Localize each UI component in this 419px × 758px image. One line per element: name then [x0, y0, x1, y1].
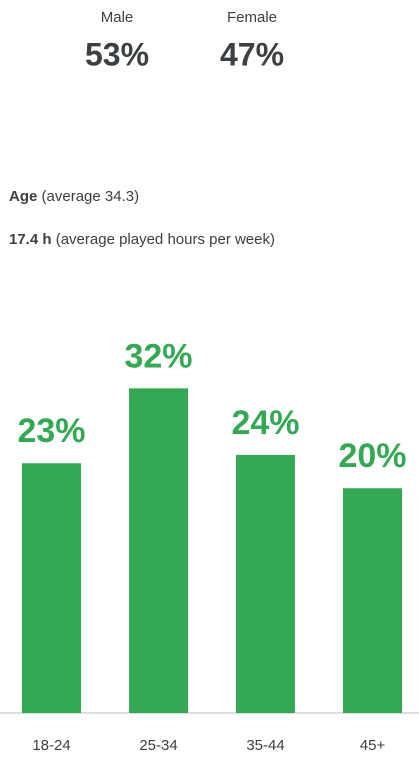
- bar: [343, 488, 402, 713]
- hours-detail: (average played hours per week): [56, 231, 275, 248]
- gender-share: 47%: [220, 36, 284, 72]
- x-tick-label: 18-24: [32, 737, 70, 754]
- age-label: Age: [9, 188, 37, 205]
- x-tick-label: 25-34: [139, 737, 177, 754]
- value-label: 23%: [17, 412, 85, 450]
- gender-share: 53%: [85, 36, 149, 72]
- age-line: Age (average 34.3): [9, 188, 139, 205]
- bar: [129, 388, 188, 713]
- x-tick-label: 45+: [360, 737, 386, 754]
- bar: [22, 463, 81, 713]
- value-label: 24%: [231, 404, 299, 442]
- value-label: 32%: [124, 337, 192, 375]
- hours-label: 17.4 h: [9, 231, 52, 248]
- value-label: 20%: [338, 437, 406, 475]
- gender-label: Female: [227, 9, 277, 26]
- bar: [236, 454, 295, 713]
- x-tick-label: 35-44: [246, 737, 284, 754]
- gender-label: Male: [101, 9, 134, 26]
- hours-line: 17.4 h (average played hours per week): [9, 231, 275, 248]
- age-detail: (average 34.3): [42, 188, 140, 205]
